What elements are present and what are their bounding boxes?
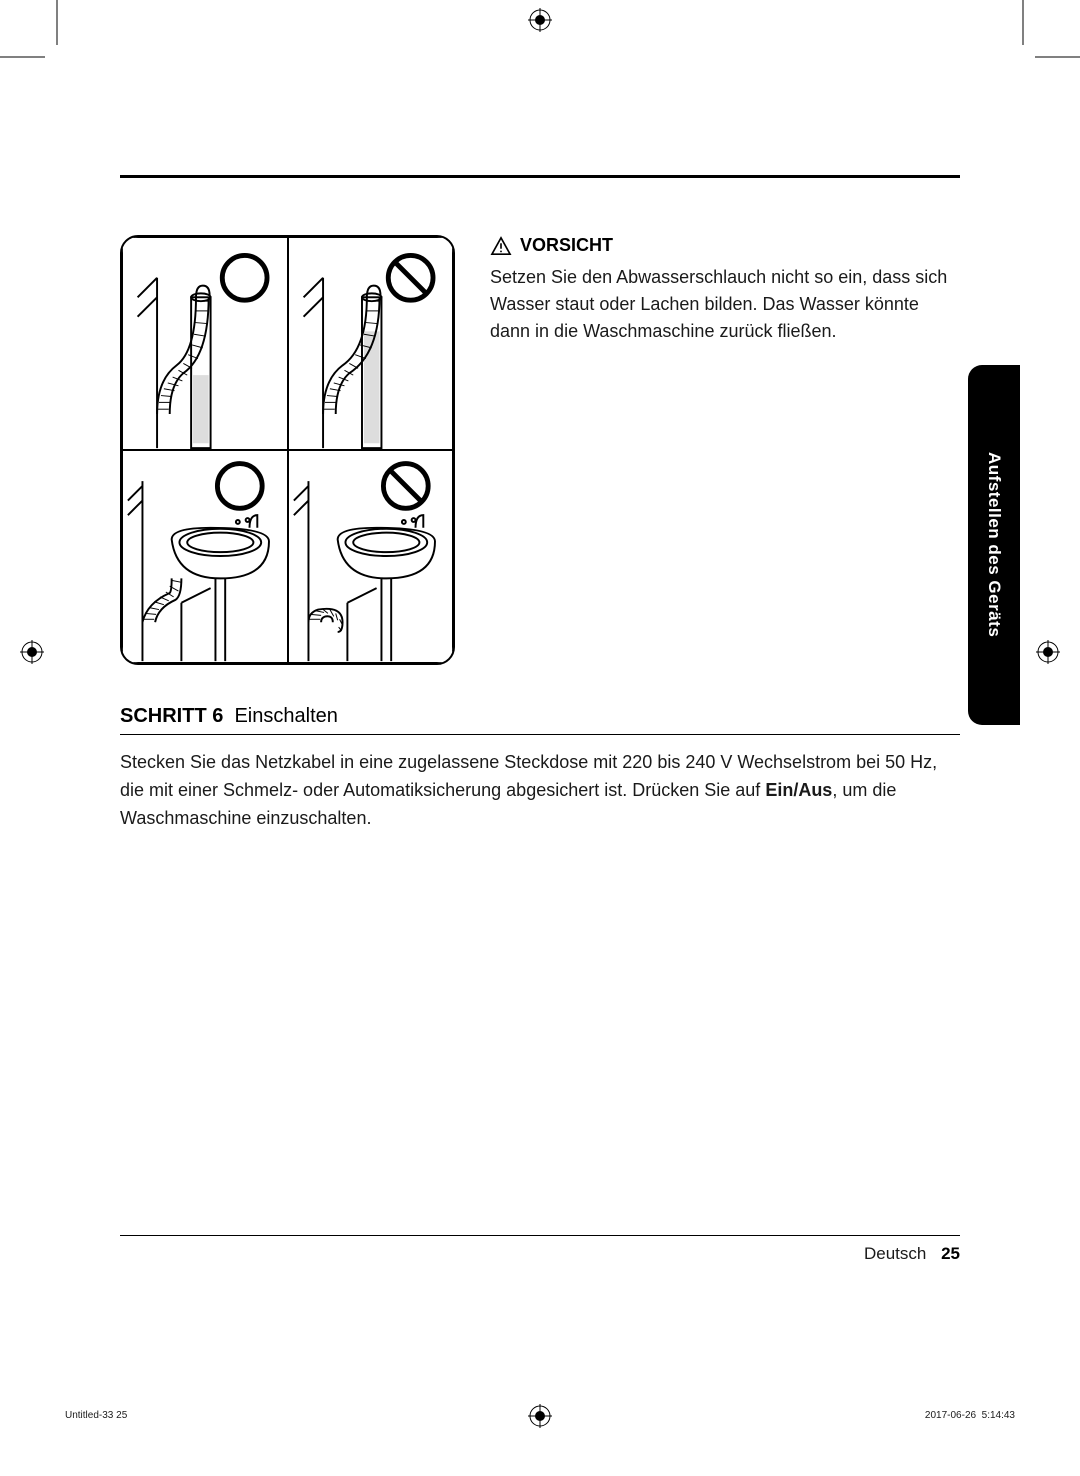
- section-body: Stecken Sie das Netzkabel in eine zugela…: [120, 749, 960, 833]
- section-heading: SCHRITT 6 Einschalten: [120, 705, 960, 735]
- footer-page-number: 25: [941, 1244, 960, 1263]
- diagram-cell-standpipe-ok: [122, 237, 288, 450]
- installation-diagram: [120, 235, 455, 665]
- diagram-cell-standpipe-no: [288, 237, 454, 450]
- footer-page-info: Deutsch 25: [864, 1244, 960, 1264]
- header-rule: [120, 175, 960, 178]
- diagram-cell-sink-ok: [122, 450, 288, 663]
- caution-text: Setzen Sie den Abwasserschlauch nicht so…: [490, 264, 960, 345]
- section-tab: Aufstellen des Geräts: [968, 365, 1020, 725]
- step-label: SCHRITT 6: [120, 705, 223, 727]
- caution-label: VORSICHT: [520, 235, 613, 256]
- body-keyword: Ein/Aus: [765, 780, 832, 800]
- warning-icon: [490, 236, 512, 256]
- footer-timestamp: 2017-06-26 ᪌ 5:14:43: [925, 1410, 1015, 1421]
- ok-icon: [217, 464, 262, 509]
- no-icon: [383, 464, 428, 509]
- footer-rule: [120, 1235, 960, 1236]
- ok-icon: [222, 255, 267, 300]
- caution-heading: VORSICHT: [490, 235, 960, 256]
- footer-doc-id: Untitled-33 25: [65, 1410, 127, 1421]
- footer-language: Deutsch: [864, 1244, 926, 1263]
- diagram-cell-sink-no: [288, 450, 454, 663]
- no-icon: [388, 255, 433, 300]
